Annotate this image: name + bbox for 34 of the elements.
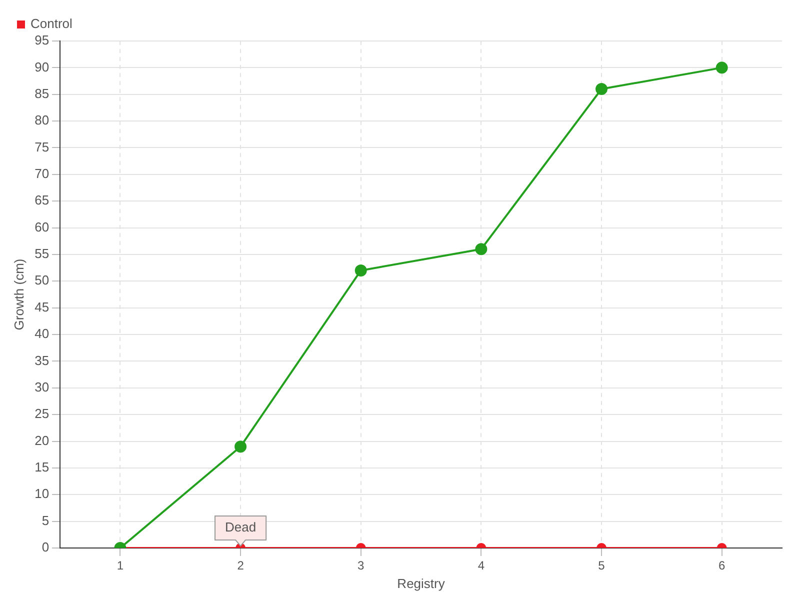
- x-tick-label: 3: [358, 558, 365, 573]
- y-tick-label: 60: [34, 219, 50, 234]
- x-tick-label: 2: [237, 558, 244, 573]
- x-tick-label: 1: [116, 558, 124, 573]
- y-tick-label: 65: [34, 192, 50, 208]
- point: [354, 264, 367, 276]
- x-tick-label: 6: [718, 558, 726, 573]
- y-tick-label: 25: [34, 406, 50, 422]
- annotation: Dead: [225, 520, 256, 535]
- y-tick-label: 0: [42, 540, 50, 555]
- y-tick-label: 15: [34, 460, 50, 475]
- point: [475, 243, 488, 256]
- y-tick-label: 50: [34, 272, 50, 288]
- y-tick-label: 30: [34, 379, 50, 394]
- point: [596, 83, 608, 96]
- x-tick-label: 5: [598, 558, 606, 573]
- y-tick-label: 40: [34, 326, 50, 342]
- y-tick-label: 70: [34, 166, 50, 181]
- y-tick-label: 90: [34, 59, 50, 74]
- y-tick-label: 45: [34, 299, 50, 314]
- x-axis-title: Registry: [397, 576, 446, 591]
- y-tick-label: 80: [34, 112, 50, 128]
- y-tick-label: 35: [34, 352, 50, 368]
- y-tick-label: 55: [34, 246, 50, 262]
- y-tick-label: 75: [34, 139, 50, 154]
- x-tick-label: 4: [478, 558, 485, 573]
- y-tick-label: 5: [42, 512, 50, 528]
- point: [716, 62, 728, 74]
- y-tick-label: 10: [34, 486, 50, 502]
- y-tick-label: 85: [34, 86, 50, 101]
- y-tick-label: 20: [34, 432, 50, 448]
- y-tick-label: 95: [34, 32, 50, 48]
- legend-label: Control: [30, 16, 73, 32]
- y-axis-title: Growth (cm): [11, 258, 26, 330]
